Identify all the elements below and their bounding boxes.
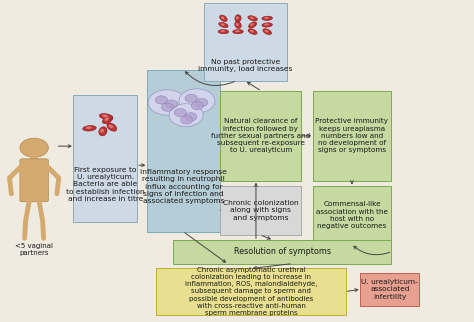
- Ellipse shape: [236, 16, 239, 19]
- Ellipse shape: [220, 30, 225, 32]
- Ellipse shape: [218, 30, 228, 34]
- Ellipse shape: [264, 30, 268, 33]
- Ellipse shape: [236, 23, 239, 26]
- Text: Commensal-like
association with the
host with no
negative outcomes: Commensal-like association with the host…: [316, 201, 388, 229]
- Text: Chronic colonization
along with signs
and symptoms: Chronic colonization along with signs an…: [223, 200, 299, 221]
- Ellipse shape: [83, 126, 96, 131]
- FancyBboxPatch shape: [147, 70, 220, 232]
- Circle shape: [174, 109, 186, 117]
- Text: Protective immunity
keeps ureaplasma
numbers low and
no development of
signs or : Protective immunity keeps ureaplasma num…: [315, 118, 389, 153]
- FancyBboxPatch shape: [73, 95, 137, 223]
- FancyBboxPatch shape: [313, 90, 391, 181]
- Circle shape: [191, 101, 204, 110]
- Text: Resolution of symptoms: Resolution of symptoms: [234, 247, 330, 256]
- Ellipse shape: [233, 30, 243, 34]
- Ellipse shape: [262, 23, 273, 27]
- Circle shape: [179, 89, 215, 113]
- Text: Natural clearance of
infection followed by
further sexual partners and
subsequen: Natural clearance of infection followed …: [211, 118, 310, 153]
- Ellipse shape: [109, 125, 113, 128]
- Circle shape: [180, 116, 192, 124]
- Ellipse shape: [264, 24, 269, 25]
- Ellipse shape: [100, 129, 104, 133]
- Ellipse shape: [248, 29, 257, 34]
- Circle shape: [185, 94, 197, 102]
- Circle shape: [195, 98, 208, 107]
- Circle shape: [148, 90, 186, 115]
- Ellipse shape: [250, 30, 254, 33]
- FancyBboxPatch shape: [156, 269, 346, 315]
- Circle shape: [185, 113, 197, 121]
- FancyBboxPatch shape: [220, 186, 301, 235]
- Ellipse shape: [262, 16, 273, 20]
- Ellipse shape: [99, 127, 107, 136]
- Ellipse shape: [219, 15, 227, 22]
- Ellipse shape: [221, 16, 225, 19]
- Ellipse shape: [102, 115, 108, 117]
- Text: First exposure to
U. urealyticum.
Bacteria are able
to establish infection
and i: First exposure to U. urealyticum. Bacter…: [66, 167, 145, 202]
- Ellipse shape: [107, 123, 117, 131]
- FancyBboxPatch shape: [313, 186, 391, 245]
- Circle shape: [169, 104, 203, 127]
- Ellipse shape: [100, 114, 112, 119]
- Circle shape: [155, 96, 168, 104]
- FancyBboxPatch shape: [30, 148, 38, 160]
- Ellipse shape: [264, 17, 269, 19]
- Ellipse shape: [235, 22, 241, 28]
- FancyBboxPatch shape: [220, 90, 301, 181]
- Ellipse shape: [248, 16, 257, 21]
- Ellipse shape: [248, 22, 256, 28]
- Ellipse shape: [235, 30, 240, 32]
- Ellipse shape: [102, 116, 113, 124]
- Ellipse shape: [235, 15, 241, 22]
- Text: Inflammatory response
resulting in neutrophil
influx accounting for
signs of inf: Inflammatory response resulting in neutr…: [140, 169, 227, 204]
- Ellipse shape: [250, 23, 254, 26]
- FancyBboxPatch shape: [20, 159, 48, 202]
- FancyBboxPatch shape: [204, 3, 287, 81]
- Ellipse shape: [219, 22, 228, 28]
- Ellipse shape: [220, 23, 225, 26]
- Circle shape: [20, 138, 48, 157]
- Circle shape: [166, 100, 178, 108]
- Ellipse shape: [250, 17, 254, 19]
- FancyBboxPatch shape: [173, 240, 391, 264]
- Ellipse shape: [104, 117, 109, 121]
- Text: <5 vaginal
partners: <5 vaginal partners: [15, 243, 53, 256]
- Circle shape: [161, 103, 174, 111]
- Ellipse shape: [86, 127, 91, 129]
- Text: U. urealyticum-
associated
infertility: U. urealyticum- associated infertility: [362, 279, 418, 299]
- Text: No past protective
immunity, load increases: No past protective immunity, load increa…: [198, 59, 292, 72]
- FancyBboxPatch shape: [360, 273, 419, 306]
- Text: Chronic asymptomatic urethral
colonization leading to increase in
inflammation, : Chronic asymptomatic urethral colonizati…: [185, 267, 318, 316]
- Ellipse shape: [263, 29, 272, 34]
